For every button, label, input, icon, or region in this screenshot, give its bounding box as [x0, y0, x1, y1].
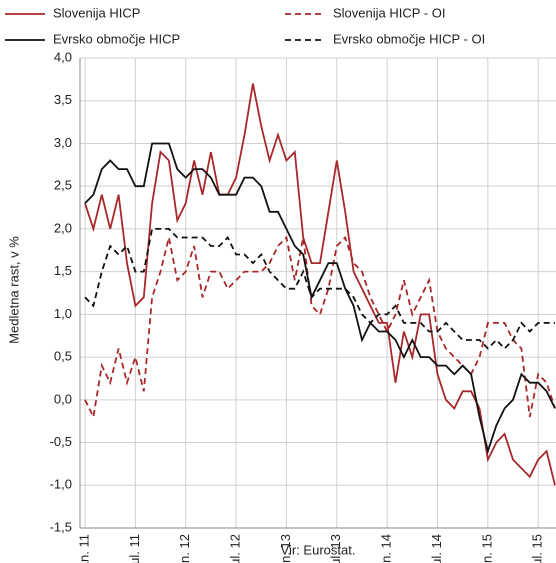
- x-tick-label: jan. 11: [76, 534, 91, 563]
- series-line: [84, 228, 555, 350]
- y-tick-label: 4,0: [54, 49, 72, 64]
- x-tick-label: jan. 14: [379, 534, 394, 563]
- y-tick-label: 3,5: [54, 92, 72, 107]
- y-tick-label: -1,0: [50, 477, 72, 492]
- series-line: [84, 235, 556, 420]
- legend-label: Evrsko območje HICP - OI: [333, 31, 485, 46]
- y-tick-label: -1,5: [50, 519, 72, 534]
- x-axis-title: Vir: Eurostat.: [281, 542, 356, 557]
- x-tick-label: jul. 13: [328, 534, 343, 563]
- x-tick-label: jan. 13: [278, 534, 293, 563]
- x-tick-label: jul. 15: [530, 534, 545, 563]
- y-tick-label: 0,0: [54, 391, 72, 406]
- x-tick-label: jul. 14: [429, 534, 444, 563]
- y-tick-label: 0,5: [54, 349, 72, 364]
- x-tick-label: jul. 11: [127, 534, 142, 563]
- y-tick-label: 2,5: [54, 178, 72, 193]
- x-tick-label: jul. 12: [228, 534, 243, 563]
- x-tick-label: jan. 12: [177, 534, 192, 563]
- legend-label: Evrsko območje HICP: [53, 31, 180, 46]
- y-tick-label: 1,5: [54, 263, 72, 278]
- legend-label: Slovenija HICP: [53, 5, 140, 20]
- y-axis-title: Medletna rast, v %: [6, 236, 21, 344]
- legend-label: Slovenija HICP - OI: [333, 5, 445, 20]
- y-tick-label: -0,5: [50, 434, 72, 449]
- x-tick-label: jan. 15: [479, 534, 494, 563]
- y-tick-label: 2,0: [54, 220, 72, 235]
- series-line: [84, 142, 556, 455]
- y-tick-label: 1,0: [54, 306, 72, 321]
- y-tick-label: 3,0: [54, 135, 72, 150]
